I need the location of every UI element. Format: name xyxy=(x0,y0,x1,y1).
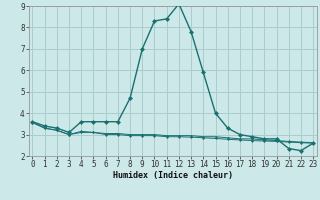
X-axis label: Humidex (Indice chaleur): Humidex (Indice chaleur) xyxy=(113,171,233,180)
